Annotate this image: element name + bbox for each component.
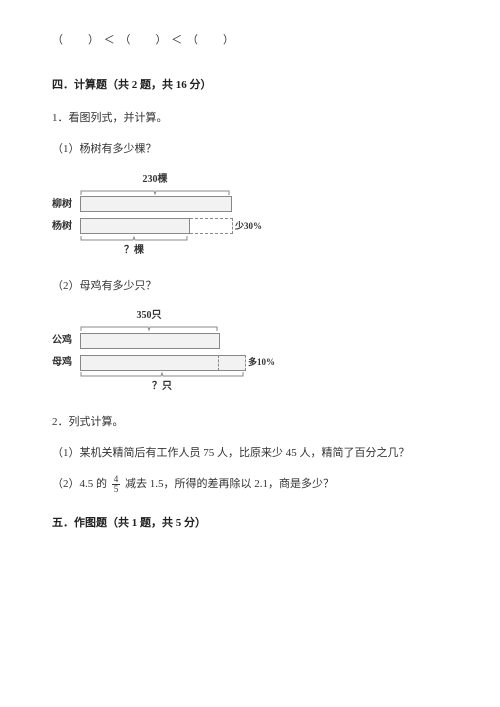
- less-than: ＜: [171, 34, 183, 46]
- diagram2-bar1: [80, 333, 220, 349]
- diagram-1: 230棵 柳树 杨树 少30% ？棵: [52, 170, 448, 260]
- diagram1-row2: 杨树 少30%: [52, 217, 448, 236]
- blank: [199, 34, 223, 46]
- diagram1-row2-label: 杨树: [52, 217, 80, 236]
- paren: ）: [223, 34, 235, 46]
- q1-sub1: （1）杨树有多少棵？: [52, 139, 448, 160]
- diagram1-top-value: 230棵: [80, 170, 230, 189]
- diagram2-diff-label: 多10%: [248, 354, 275, 371]
- paren: ）: [156, 34, 168, 46]
- q2-sub2-b: 减去 1.5，所得的差再除以 2.1，商是多少？: [125, 478, 334, 490]
- diagram2-bottom-brace: [80, 372, 448, 378]
- diagram1-dashed: [190, 218, 233, 234]
- page-container: （ ） ＜ （ ） ＜ （ ） 四．计算题（共 2 题，共 16 分） 1．看图…: [0, 0, 500, 576]
- less-than: ＜: [104, 34, 116, 46]
- diagram1-bar1: [80, 196, 232, 212]
- q2-sub1: （1）某机关精简后有工作人员 75 人，比原来少 45 人，精简了百分之几？: [52, 443, 448, 464]
- section-5-heading: 五．作图题（共 1 题，共 5 分）: [52, 513, 448, 534]
- q2-sub2-a: （2）4.5 的: [52, 478, 107, 490]
- paren: ）: [88, 34, 100, 46]
- diagram2-bar2: [80, 355, 246, 371]
- diagram-2: 350只 公鸡 母鸡 多10% ？只: [52, 306, 448, 396]
- diagram1-bar2: [80, 218, 190, 234]
- q1-text: 1．看图列式，并计算。: [52, 108, 448, 129]
- fraction-4-5: 4 5: [112, 475, 121, 494]
- q2-text: 2．列式计算。: [52, 412, 448, 433]
- diagram1-diff-label: 少30%: [235, 218, 262, 235]
- diagram2-bottom-label: ？只: [80, 377, 244, 396]
- compare-blanks-line: （ ） ＜ （ ） ＜ （ ）: [52, 30, 448, 51]
- diagram2-row2: 母鸡 多10%: [52, 353, 448, 372]
- blank: [132, 34, 156, 46]
- diagram1-row1-label: 柳树: [52, 195, 80, 214]
- blank: [64, 34, 88, 46]
- diagram2-top-value: 350只: [80, 306, 218, 325]
- frac-denominator: 5: [112, 485, 121, 494]
- diagram2-row1: 公鸡: [52, 331, 448, 350]
- diagram2-row1-label: 公鸡: [52, 331, 80, 350]
- section-4-heading: 四．计算题（共 2 题，共 16 分）: [52, 75, 448, 96]
- diagram2-row2-label: 母鸡: [52, 353, 80, 372]
- q1-sub2: （2）母鸡有多少只？: [52, 276, 448, 297]
- paren: （: [120, 34, 132, 46]
- paren: （: [52, 34, 64, 46]
- paren: （: [187, 34, 199, 46]
- q2-sub2: （2）4.5 的 4 5 减去 1.5，所得的差再除以 2.1，商是多少？: [52, 474, 448, 495]
- diagram1-bottom-label: ？棵: [80, 241, 188, 260]
- diagram1-row1: 柳树: [52, 195, 448, 214]
